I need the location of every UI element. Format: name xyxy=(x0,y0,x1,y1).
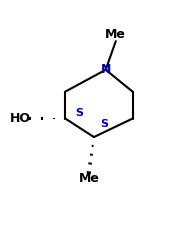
Text: HO: HO xyxy=(10,112,31,125)
Text: S: S xyxy=(75,108,83,118)
Text: Me: Me xyxy=(105,28,126,41)
Text: S: S xyxy=(101,119,109,129)
Text: Me: Me xyxy=(78,172,99,185)
Text: N: N xyxy=(101,63,111,76)
